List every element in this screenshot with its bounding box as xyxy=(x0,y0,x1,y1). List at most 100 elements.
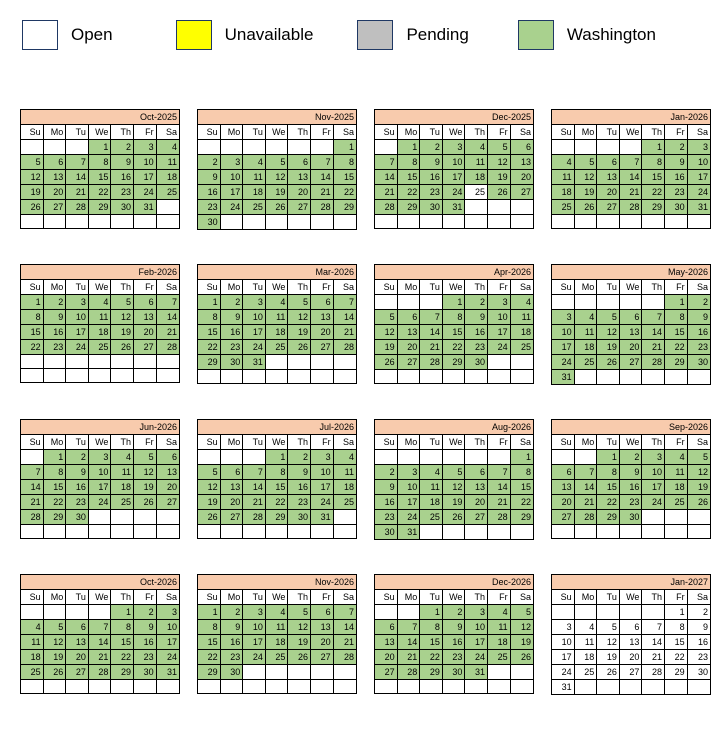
day-cell[interactable]: 26 xyxy=(197,509,221,525)
day-cell[interactable]: 6 xyxy=(310,294,334,310)
day-cell[interactable]: 22 xyxy=(197,649,221,665)
day-cell[interactable]: 22 xyxy=(110,649,135,665)
day-cell[interactable]: 24 xyxy=(551,664,575,680)
day-cell[interactable]: 8 xyxy=(396,154,421,170)
day-cell[interactable]: 11 xyxy=(464,154,489,170)
day-cell[interactable]: 12 xyxy=(287,309,312,325)
day-cell[interactable]: 31 xyxy=(396,524,421,540)
day-cell[interactable]: 19 xyxy=(487,169,511,185)
day-cell[interactable]: 25 xyxy=(664,494,688,510)
day-cell[interactable]: 20 xyxy=(287,184,312,200)
day-cell[interactable]: 13 xyxy=(551,479,575,495)
day-cell[interactable]: 29 xyxy=(641,199,666,215)
day-cell[interactable]: 21 xyxy=(641,649,666,665)
day-cell[interactable]: 17 xyxy=(551,649,575,665)
day-cell[interactable]: 26 xyxy=(374,354,398,370)
day-cell[interactable]: 14 xyxy=(155,309,181,325)
day-cell[interactable]: 12 xyxy=(686,464,712,480)
day-cell[interactable]: 21 xyxy=(396,649,421,665)
day-cell[interactable]: 6 xyxy=(155,449,181,465)
day-cell[interactable]: 13 xyxy=(155,464,181,480)
day-cell[interactable]: 18 xyxy=(155,169,181,185)
day-cell[interactable]: 29 xyxy=(509,509,535,525)
day-cell[interactable]: 7 xyxy=(618,154,643,170)
day-cell[interactable]: 3 xyxy=(219,154,244,170)
day-cell[interactable]: 4 xyxy=(332,449,358,465)
day-cell[interactable]: 24 xyxy=(641,494,666,510)
day-cell[interactable]: 27 xyxy=(464,509,489,525)
day-cell[interactable]: 5 xyxy=(573,154,598,170)
day-cell[interactable]: 4 xyxy=(419,464,443,480)
day-cell[interactable]: 7 xyxy=(374,154,398,170)
day-cell[interactable]: 28 xyxy=(20,509,44,525)
day-cell[interactable]: 7 xyxy=(20,464,44,480)
day-cell[interactable]: 30 xyxy=(618,509,643,525)
day-cell[interactable]: 10 xyxy=(133,154,157,170)
day-cell[interactable]: 2 xyxy=(374,464,398,480)
day-cell[interactable]: 30 xyxy=(464,354,489,370)
day-cell[interactable]: 6 xyxy=(374,619,398,635)
day-cell[interactable]: 2 xyxy=(197,154,221,170)
day-cell[interactable]: 5 xyxy=(596,309,620,325)
day-cell[interactable]: 1 xyxy=(42,449,67,465)
day-cell[interactable]: 22 xyxy=(641,184,666,200)
day-cell[interactable]: 3 xyxy=(641,449,666,465)
day-cell[interactable]: 1 xyxy=(197,294,221,310)
day-cell[interactable]: 27 xyxy=(155,494,181,510)
day-cell[interactable]: 10 xyxy=(87,464,112,480)
day-cell[interactable]: 15 xyxy=(20,324,44,340)
day-cell[interactable]: 24 xyxy=(242,339,266,355)
day-cell[interactable]: 30 xyxy=(374,524,398,540)
day-cell[interactable]: 31 xyxy=(551,679,575,695)
day-cell[interactable]: 23 xyxy=(374,509,398,525)
day-cell[interactable]: 16 xyxy=(464,324,489,340)
day-cell[interactable]: 6 xyxy=(618,619,643,635)
day-cell[interactable]: 7 xyxy=(332,604,358,620)
day-cell[interactable]: 22 xyxy=(664,339,688,355)
day-cell[interactable]: 6 xyxy=(551,464,575,480)
day-cell[interactable]: 23 xyxy=(664,184,688,200)
day-cell[interactable]: 20 xyxy=(509,169,535,185)
day-cell[interactable]: 11 xyxy=(264,619,289,635)
day-cell[interactable]: 15 xyxy=(197,634,221,650)
day-cell[interactable]: 16 xyxy=(686,634,712,650)
day-cell[interactable]: 13 xyxy=(396,324,421,340)
day-cell[interactable]: 15 xyxy=(197,324,221,340)
day-cell[interactable]: 7 xyxy=(87,619,112,635)
day-cell[interactable]: 14 xyxy=(20,479,44,495)
day-cell[interactable]: 8 xyxy=(197,309,221,325)
day-cell[interactable]: 16 xyxy=(686,324,712,340)
day-cell[interactable]: 18 xyxy=(573,649,598,665)
day-cell[interactable]: 4 xyxy=(242,154,266,170)
day-cell[interactable]: 30 xyxy=(664,199,688,215)
day-cell[interactable]: 17 xyxy=(65,324,89,340)
day-cell[interactable]: 27 xyxy=(509,184,535,200)
day-cell[interactable]: 21 xyxy=(65,184,89,200)
day-cell[interactable]: 31 xyxy=(551,369,575,385)
day-cell[interactable]: 15 xyxy=(264,479,289,495)
day-cell[interactable]: 10 xyxy=(242,619,266,635)
day-cell[interactable]: 28 xyxy=(332,649,358,665)
day-cell[interactable]: 15 xyxy=(509,479,535,495)
day-cell[interactable]: 25 xyxy=(573,354,598,370)
day-cell[interactable]: 24 xyxy=(242,649,266,665)
day-cell[interactable]: 22 xyxy=(264,494,289,510)
day-cell[interactable]: 11 xyxy=(264,309,289,325)
day-cell[interactable]: 16 xyxy=(197,184,221,200)
day-cell[interactable]: 27 xyxy=(596,199,620,215)
day-cell[interactable]: 2 xyxy=(287,449,312,465)
day-cell[interactable]: 20 xyxy=(374,649,398,665)
day-cell[interactable]: 4 xyxy=(573,619,598,635)
day-cell[interactable]: 10 xyxy=(396,479,421,495)
day-cell[interactable]: 3 xyxy=(487,294,511,310)
day-cell[interactable]: 17 xyxy=(487,324,511,340)
day-cell[interactable]: 22 xyxy=(509,494,535,510)
day-cell[interactable]: 5 xyxy=(133,449,157,465)
day-cell[interactable]: 27 xyxy=(310,339,334,355)
day-cell[interactable]: 23 xyxy=(133,649,157,665)
day-cell[interactable]: 14 xyxy=(641,324,666,340)
day-cell[interactable]: 8 xyxy=(110,619,135,635)
day-cell[interactable]: 25 xyxy=(509,339,535,355)
day-cell[interactable]: 29 xyxy=(419,664,443,680)
day-cell[interactable]: 24 xyxy=(396,509,421,525)
